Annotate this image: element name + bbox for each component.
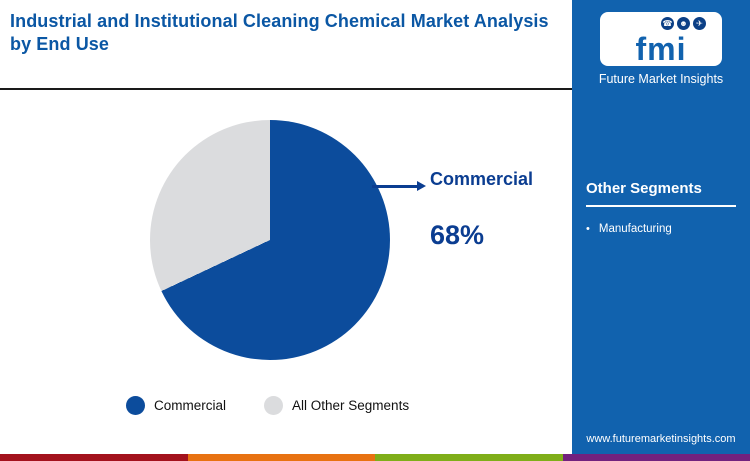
arrow-line <box>372 185 418 188</box>
phone-icon: ☎ <box>661 17 674 30</box>
other-segments-list: • Manufacturing <box>572 223 750 235</box>
fmi-logo: ☎ ☻ ✈ fmi <box>600 12 722 66</box>
bullet-icon: • <box>586 223 590 235</box>
plane-icon: ✈ <box>693 17 706 30</box>
legend-item-other-segments: All Other Segments <box>264 396 409 415</box>
callout-value: 68% <box>430 220 485 250</box>
strip-segment-orange <box>187 454 375 461</box>
callout-arrow-icon <box>372 181 426 191</box>
pie-chart <box>150 120 390 360</box>
list-item-manufacturing: • Manufacturing <box>586 223 736 235</box>
chart-legend: Commercial All Other Segments <box>126 396 409 415</box>
strip-segment-green <box>375 454 563 461</box>
legend-swatch-other-segments <box>264 396 284 415</box>
divider <box>586 205 736 207</box>
person-icon: ☻ <box>677 17 690 30</box>
logo-text: fmi <box>635 31 687 67</box>
strip-segment-red <box>0 454 188 461</box>
legend-swatch-commercial <box>126 396 145 415</box>
footer-color-strip <box>0 454 750 461</box>
logo-icon-row: ☎ ☻ ✈ <box>661 17 706 30</box>
legend-label-commercial: Commercial <box>154 398 227 413</box>
page-title: Industrial and Institutional Cleaning Ch… <box>10 11 549 55</box>
other-segments-title: Other Segments <box>586 180 702 197</box>
website-link[interactable]: www.futuremarketinsights.com <box>586 433 736 445</box>
legend-label-other-segments: All Other Segments <box>292 398 410 413</box>
page-title-area: Industrial and Institutional Cleaning Ch… <box>0 0 572 90</box>
strip-segment-purple <box>562 454 750 461</box>
arrow-head <box>417 181 426 191</box>
callout-label: Commercial <box>430 169 534 189</box>
list-item-label: Manufacturing <box>598 223 672 235</box>
sidebar: ☎ ☻ ✈ fmi Future Market Insights Other S… <box>572 0 750 461</box>
legend-item-commercial: Commercial <box>126 396 226 415</box>
brand-name: Future Market Insights <box>598 72 724 86</box>
